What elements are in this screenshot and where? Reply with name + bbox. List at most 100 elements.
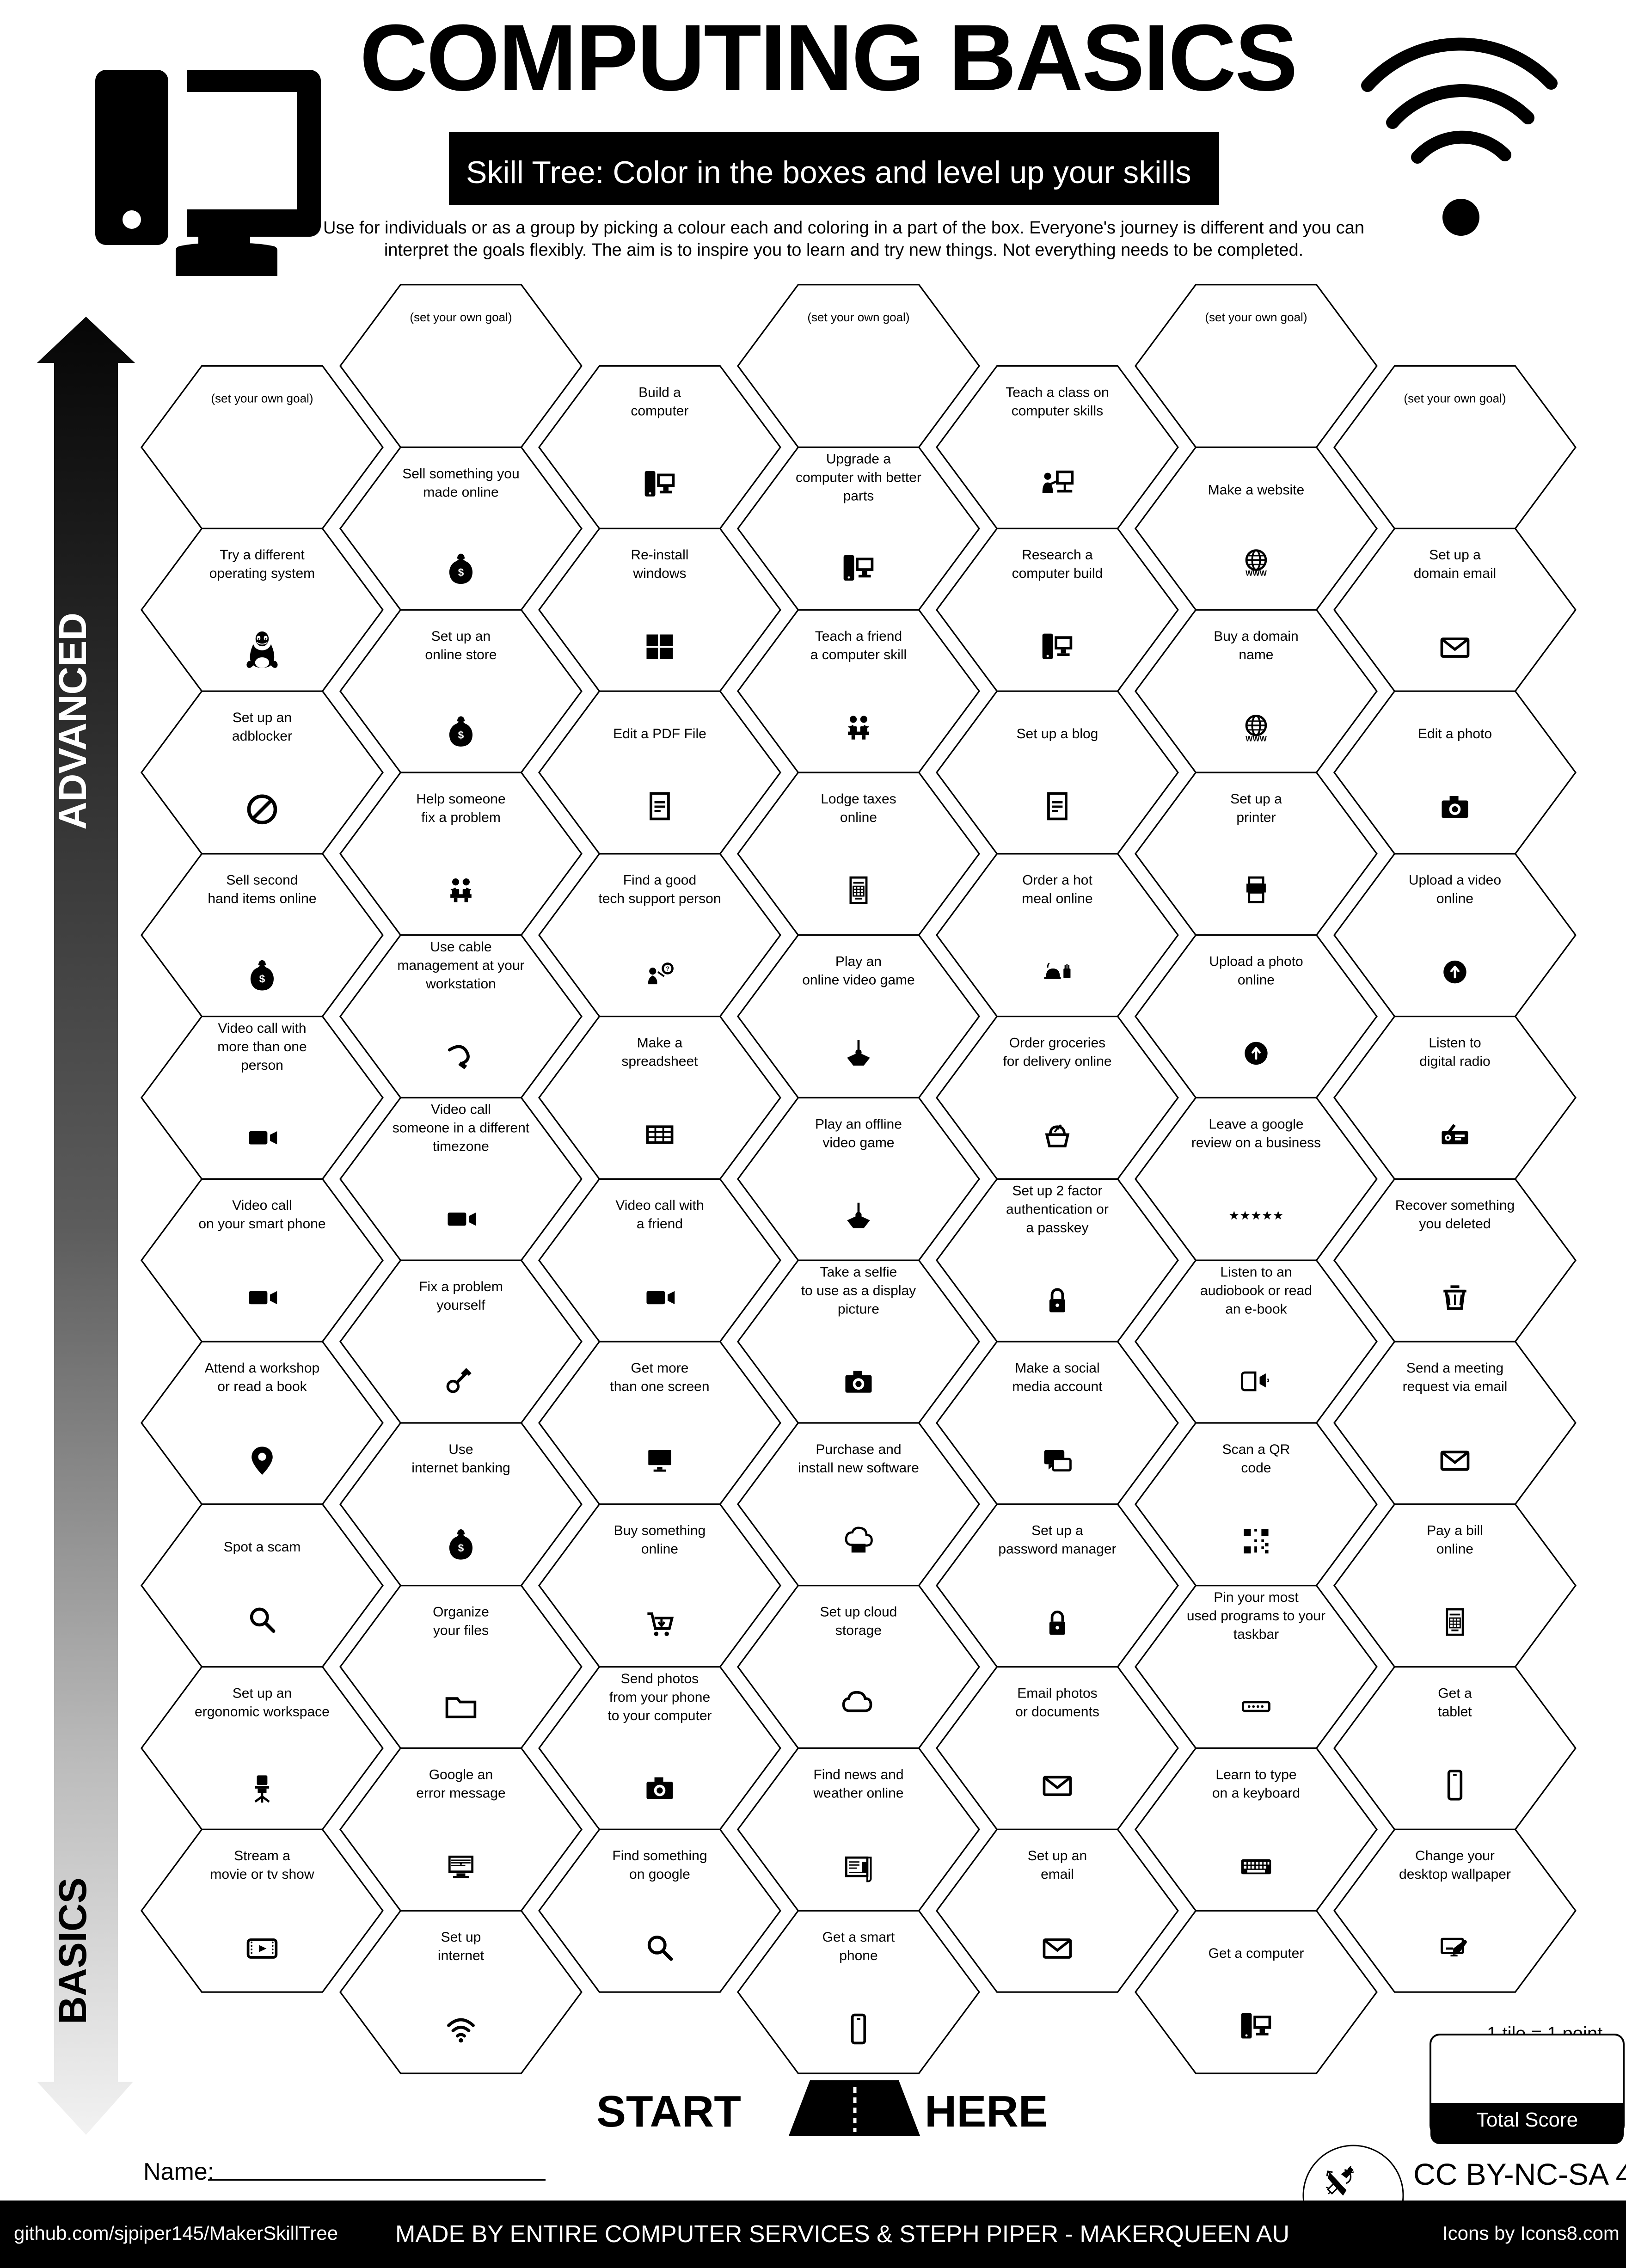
svg-text:Send photos: Send photos <box>621 1671 699 1686</box>
svg-text:media account: media account <box>1012 1379 1103 1394</box>
svg-text:Set up 2 factor: Set up 2 factor <box>1012 1183 1102 1199</box>
svg-text:movie or tv show: movie or tv show <box>210 1867 314 1882</box>
svg-text:Pin your most: Pin your most <box>1214 1590 1299 1605</box>
svg-text:email: email <box>1041 1867 1074 1882</box>
svg-text:online: online <box>1238 973 1275 988</box>
svg-text:Order a hot: Order a hot <box>1022 873 1092 888</box>
svg-text:someone in a different: someone in a different <box>393 1121 530 1136</box>
svg-text:than one screen: than one screen <box>610 1379 709 1394</box>
svg-text:Sell something you: Sell something you <box>402 466 519 481</box>
svg-text:review on a business: review on a business <box>1191 1135 1321 1150</box>
svg-text:Google an: Google an <box>429 1767 493 1782</box>
svg-text:Take a selfie: Take a selfie <box>820 1264 897 1280</box>
svg-text:made online: made online <box>423 484 498 500</box>
svg-text:name: name <box>1239 647 1273 662</box>
svg-text:online: online <box>1436 891 1473 907</box>
svg-text:MADE BY ENTIRE COMPUTER SERVIC: MADE BY ENTIRE COMPUTER SERVICES & STEPH… <box>395 2221 1289 2248</box>
svg-text:Listen to an: Listen to an <box>1220 1264 1292 1280</box>
svg-text:Upload a video: Upload a video <box>1409 873 1501 888</box>
svg-text:Upgrade a: Upgrade a <box>826 452 891 467</box>
svg-text:WWW: WWW <box>1246 735 1267 743</box>
svg-text:Edit a PDF File: Edit a PDF File <box>613 726 706 742</box>
svg-text:Skill Tree: Color in the boxe: Skill Tree: Color in the boxes and level… <box>466 155 1191 190</box>
svg-text:WWW: WWW <box>1246 570 1267 578</box>
svg-text:Set up: Set up <box>441 1930 481 1945</box>
svg-text:meal online: meal online <box>1022 891 1092 907</box>
svg-text:Video call with: Video call with <box>218 1021 306 1036</box>
svg-text:online: online <box>840 810 877 825</box>
svg-text:code: code <box>1241 1460 1271 1476</box>
svg-text:Use for individuals or as a gr: Use for individuals or as a group by pic… <box>323 218 1364 238</box>
svg-text:a passkey: a passkey <box>1026 1220 1088 1236</box>
svg-text:a computer skill: a computer skill <box>810 647 907 662</box>
svg-text:Use: Use <box>448 1442 473 1457</box>
svg-text:Find a good: Find a good <box>623 873 696 888</box>
svg-text:Research a: Research a <box>1022 547 1093 563</box>
svg-text:Set up an: Set up an <box>1028 1848 1087 1863</box>
svg-text:from your phone: from your phone <box>609 1690 710 1705</box>
svg-text:Get a: Get a <box>1438 1686 1472 1701</box>
svg-text:install new software: install new software <box>798 1460 919 1476</box>
svg-text:fix a problem: fix a problem <box>421 810 501 825</box>
svg-text:for delivery online: for delivery online <box>1003 1054 1111 1069</box>
svg-text:Upload a photo: Upload a photo <box>1209 954 1303 969</box>
svg-text:github.com/sjpiper145/MakerSki: github.com/sjpiper145/MakerSkillTree <box>14 2222 338 2244</box>
svg-text:Get a computer: Get a computer <box>1209 1946 1304 1961</box>
svg-text:Order groceries: Order groceries <box>1009 1035 1105 1050</box>
svg-text:BASICS: BASICS <box>51 1877 94 2024</box>
svg-text:weather online: weather online <box>813 1785 903 1801</box>
svg-text:Fix a problem: Fix a problem <box>419 1279 503 1294</box>
svg-text:Find news and: Find news and <box>813 1767 903 1782</box>
svg-text:used programs to your: used programs to your <box>1187 1608 1325 1624</box>
svg-text:online: online <box>641 1542 678 1557</box>
svg-text:(set your own goal): (set your own goal) <box>807 310 909 324</box>
svg-text:Make a social: Make a social <box>1015 1361 1099 1376</box>
svg-text:request via email: request via email <box>1403 1379 1508 1394</box>
svg-text:Set up a: Set up a <box>1230 791 1282 807</box>
svg-text:Sell second: Sell second <box>226 873 298 888</box>
svg-text:(set your own goal): (set your own goal) <box>211 392 313 405</box>
svg-text:Set up a: Set up a <box>1031 1523 1083 1539</box>
svg-text:computer: computer <box>631 403 688 418</box>
svg-text:Find something: Find something <box>612 1848 707 1863</box>
svg-text:$: $ <box>458 566 464 578</box>
svg-text:Send a meeting: Send a meeting <box>1406 1361 1503 1376</box>
svg-text:Get more: Get more <box>631 1361 688 1376</box>
svg-text:Help someone: Help someone <box>416 791 505 807</box>
svg-text:Set up an: Set up an <box>431 629 491 644</box>
svg-text:storage: storage <box>835 1623 882 1638</box>
svg-text:timezone: timezone <box>433 1139 489 1154</box>
svg-text:workstation: workstation <box>425 976 496 992</box>
svg-text:phone: phone <box>839 1948 877 1963</box>
svg-text:taskbar: taskbar <box>1233 1627 1279 1642</box>
svg-text:Build a: Build a <box>638 385 681 400</box>
svg-text:internet: internet <box>438 1948 485 1963</box>
svg-text:Set up an: Set up an <box>233 1686 292 1701</box>
svg-text:Leave a google: Leave a google <box>1209 1116 1303 1132</box>
svg-text:interpret the goals flexibly.: interpret the goals flexibly. The aim is… <box>384 240 1303 260</box>
svg-text:Recover something: Recover something <box>1395 1198 1515 1213</box>
svg-text:Video call with: Video call with <box>615 1198 704 1213</box>
svg-text:Learn to type: Learn to type <box>1215 1767 1296 1782</box>
svg-text:Buy something: Buy something <box>614 1523 706 1539</box>
svg-text:Change your: Change your <box>1415 1848 1495 1863</box>
svg-text:Video call: Video call <box>431 1102 491 1117</box>
svg-text:video game: video game <box>822 1135 894 1150</box>
svg-text:spreadsheet: spreadsheet <box>621 1054 698 1069</box>
svg-text:Try a different: Try a different <box>220 547 305 563</box>
svg-text:internet banking: internet banking <box>411 1460 510 1476</box>
svg-text:Edit a photo: Edit a photo <box>1418 726 1492 742</box>
svg-text:Name:: Name: <box>143 2158 214 2185</box>
svg-text:ergonomic workspace: ergonomic workspace <box>195 1704 330 1719</box>
svg-text:authentication or: authentication or <box>1006 1202 1109 1217</box>
svg-text:Set up a: Set up a <box>1429 547 1481 563</box>
svg-text:tech support person: tech support person <box>598 891 721 907</box>
svg-text:HERE: HERE <box>925 2087 1048 2136</box>
svg-text:(set your own goal): (set your own goal) <box>1404 392 1506 405</box>
svg-text:online: online <box>1436 1542 1473 1557</box>
svg-text:$: $ <box>458 1542 464 1554</box>
svg-text:Listen to: Listen to <box>1429 1035 1481 1050</box>
svg-text:Play an offline: Play an offline <box>815 1116 902 1132</box>
svg-text:desktop wallpaper: desktop wallpaper <box>1399 1867 1511 1882</box>
svg-text:Scan a QR: Scan a QR <box>1222 1442 1290 1457</box>
